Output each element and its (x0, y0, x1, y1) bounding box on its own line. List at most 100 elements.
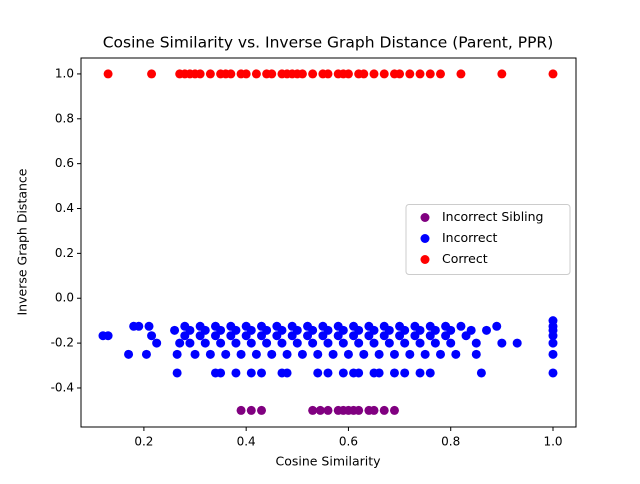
point (124, 349, 134, 359)
point (369, 338, 379, 348)
point (461, 331, 471, 341)
point (379, 405, 389, 415)
point (246, 338, 256, 348)
point (323, 405, 333, 415)
point (308, 69, 318, 79)
point (323, 368, 333, 378)
point (172, 349, 182, 359)
point (451, 349, 461, 359)
point (246, 405, 256, 415)
point (241, 69, 251, 79)
point (471, 338, 481, 348)
point (313, 349, 323, 359)
y-tick-label: 0.8 (55, 111, 74, 125)
point (282, 368, 292, 378)
point (441, 331, 451, 341)
point (277, 338, 287, 348)
point (231, 338, 241, 348)
point (415, 338, 425, 348)
x-tick-label: 0.8 (441, 435, 460, 449)
point (435, 349, 445, 359)
point (425, 368, 435, 378)
y-tick-label: 0.6 (55, 156, 74, 170)
point (231, 368, 241, 378)
point (251, 69, 261, 79)
point (338, 338, 348, 348)
point (349, 331, 359, 341)
point (103, 69, 113, 79)
point (369, 405, 379, 415)
point (134, 321, 144, 331)
point (205, 69, 215, 79)
point (287, 331, 297, 341)
point (338, 368, 348, 378)
point (359, 349, 369, 359)
point (262, 338, 272, 348)
point (141, 349, 151, 359)
point (379, 331, 389, 341)
point (446, 338, 456, 348)
point (512, 338, 522, 348)
point (241, 331, 251, 341)
point (216, 338, 226, 348)
point (144, 321, 154, 331)
point (420, 349, 430, 359)
point (343, 69, 353, 79)
point (315, 405, 325, 415)
point (415, 368, 425, 378)
y-tick-label: 0.2 (55, 246, 74, 260)
point (226, 69, 236, 79)
x-tick-label: 0.6 (339, 435, 358, 449)
point (297, 69, 307, 79)
point (379, 69, 389, 79)
point (410, 331, 420, 341)
point (354, 338, 364, 348)
point (369, 69, 379, 79)
x-axis-label: Cosine Similarity (275, 454, 381, 469)
point (226, 331, 236, 341)
point (172, 368, 182, 378)
point (221, 349, 231, 359)
point (354, 368, 364, 378)
point (236, 405, 246, 415)
point (497, 69, 507, 79)
point (425, 69, 435, 79)
point (456, 321, 466, 331)
point (190, 349, 200, 359)
point (257, 405, 267, 415)
point (323, 338, 333, 348)
point (374, 349, 384, 359)
point (328, 349, 338, 359)
legend-marker (420, 213, 430, 222)
legend-label: Incorrect Sibling (442, 209, 544, 224)
point (354, 405, 364, 415)
point (103, 331, 113, 341)
point (343, 349, 353, 359)
point (497, 338, 507, 348)
point (308, 405, 318, 415)
point (359, 69, 369, 79)
point (456, 69, 466, 79)
point (548, 349, 558, 359)
axes-frame (80, 57, 577, 428)
y-axis-label: Inverse Graph Distance (15, 168, 30, 315)
point (152, 338, 162, 348)
y-tick-label: 1.0 (55, 66, 74, 80)
point (251, 349, 261, 359)
x-tick-label: 1.0 (543, 435, 562, 449)
y-tick-label: 0.0 (55, 291, 74, 305)
point (195, 331, 205, 341)
point (384, 338, 394, 348)
point (389, 349, 399, 359)
point (200, 338, 210, 348)
y-tick-label: 0.4 (55, 201, 74, 215)
legend-label: Incorrect (442, 230, 497, 245)
legend-marker (420, 234, 430, 243)
point (267, 69, 277, 79)
point (374, 368, 384, 378)
point (389, 405, 399, 415)
point (548, 338, 558, 348)
point (318, 331, 328, 341)
legend-label: Correct (442, 251, 488, 266)
